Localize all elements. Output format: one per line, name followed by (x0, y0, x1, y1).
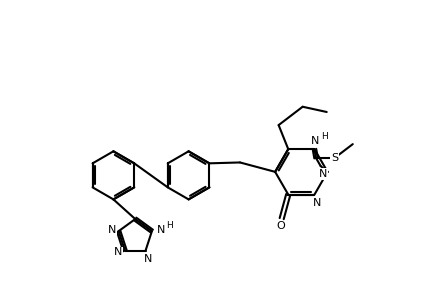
Text: S: S (331, 153, 338, 163)
Text: N: N (114, 248, 122, 257)
Text: N: N (311, 136, 320, 146)
Text: O: O (277, 221, 285, 232)
Text: N: N (143, 254, 152, 264)
Text: N: N (313, 198, 321, 208)
Text: H: H (166, 221, 173, 230)
Text: N: N (108, 225, 116, 235)
Text: N: N (157, 225, 166, 235)
Text: N: N (318, 169, 327, 179)
Text: N: N (311, 136, 320, 146)
Text: H: H (321, 131, 328, 140)
